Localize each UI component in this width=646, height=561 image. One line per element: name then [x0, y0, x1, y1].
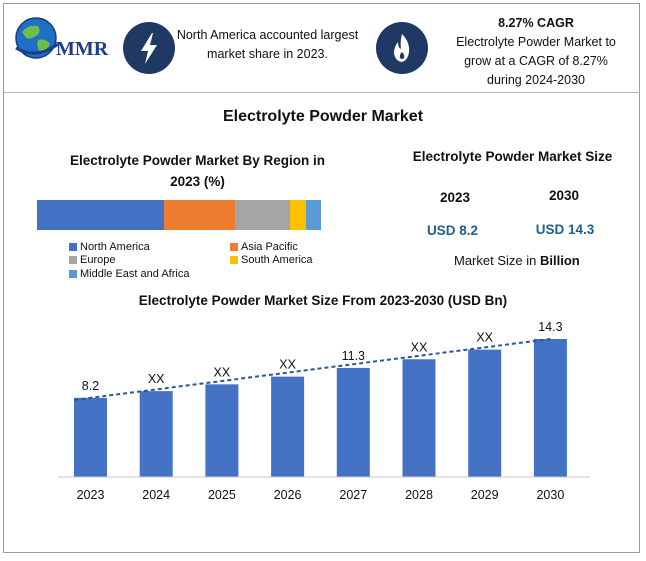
bar-2024 [139, 391, 173, 477]
data-label-2030: 14.3 [538, 320, 562, 334]
legend-swatch [69, 270, 77, 278]
bar-2025 [205, 384, 239, 477]
chart-title: Electrolyte Powder Market Size From 2023… [138, 293, 508, 308]
region-legend: North America Asia Pacific Europe South … [69, 241, 339, 286]
size-note-prefix: Market Size in [454, 253, 540, 268]
legend-swatch [69, 243, 77, 251]
size-year-b: 2030 [548, 188, 580, 203]
data-label-2025: XX [214, 365, 231, 379]
x-tick-2030: 2030 [536, 488, 564, 502]
legend-item-south-america: South America [230, 254, 313, 266]
region-segment-4 [305, 200, 321, 230]
bar-2029 [468, 349, 502, 477]
legend-label: Europe [80, 254, 116, 266]
legend-item-mea: Middle East and Africa [69, 268, 189, 280]
size-value-a: USD 8.2 [426, 223, 479, 238]
region-segment-0 [37, 200, 164, 230]
cagr-text: Electrolyte Powder Market to grow at a C… [456, 35, 616, 87]
infographic-frame [3, 3, 640, 553]
region-segment-1 [163, 200, 235, 230]
legend-swatch [230, 256, 238, 264]
legend-item-europe: Europe [69, 254, 115, 266]
bar-2023 [74, 397, 107, 477]
x-tick-2027: 2027 [339, 488, 367, 502]
bar-2026 [271, 376, 305, 477]
legend-label: South America [241, 254, 313, 266]
region-panel-title: Electrolyte Powder Market By Region in 2… [69, 153, 326, 189]
market-size-bar-chart: 8.2 2023 XX 2024 XX 2025 XX 2026 11.3 2027 XX 2028 X… [58, 320, 590, 502]
size-note: Market Size in Billion [454, 253, 604, 268]
x-tick-2023: 2023 [77, 488, 105, 502]
region-segment-2 [234, 200, 291, 230]
main-title: Electrolyte Powder Market [222, 108, 424, 125]
data-label-2026: XX [279, 358, 296, 372]
flame-icon [376, 22, 428, 74]
data-label-2029: XX [476, 331, 493, 345]
data-label-2023: 8.2 [82, 379, 99, 393]
lightning-icon [123, 22, 175, 74]
x-tick-2026: 2026 [274, 488, 302, 502]
data-label-2024: XX [148, 372, 165, 386]
x-tick-2028: 2028 [405, 488, 433, 502]
x-tick-2025: 2025 [208, 488, 236, 502]
size-value-b: USD 14.3 [535, 222, 595, 237]
legend-swatch [230, 243, 238, 251]
x-tick-2029: 2029 [471, 488, 499, 502]
x-tick-2024: 2024 [142, 488, 170, 502]
globe-icon [15, 17, 59, 59]
size-panel-title: Electrolyte Powder Market Size [412, 149, 613, 164]
mmr-logo: MMR [12, 14, 112, 66]
logo-text: MMR [56, 38, 109, 60]
trendline [74, 338, 551, 401]
data-label-2028: XX [411, 340, 428, 354]
size-year-a: 2023 [439, 190, 471, 205]
legend-label: North America [80, 241, 150, 253]
cagr-title: 8.27% CAGR [498, 16, 574, 30]
legend-item-north-america: North America [69, 241, 150, 253]
header-info-text: North America accounted largest market s… [176, 28, 359, 61]
region-stacked-bar [37, 200, 321, 230]
bar-2030 [533, 339, 567, 477]
bar-2027 [336, 367, 370, 477]
legend-label: Middle East and Africa [80, 268, 190, 280]
bar-2028 [402, 359, 436, 477]
region-segment-3 [290, 200, 306, 230]
legend-label: Asia Pacific [241, 241, 298, 253]
legend-swatch [69, 256, 77, 264]
legend-item-asia-pacific: Asia Pacific [230, 241, 298, 253]
size-note-unit: Billion [539, 253, 580, 268]
header-divider [3, 92, 640, 93]
data-label-2027: 11.3 [342, 349, 365, 363]
